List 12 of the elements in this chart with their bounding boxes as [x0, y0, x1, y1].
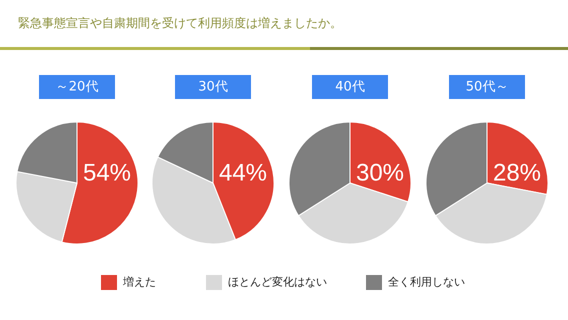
- data-label: 28%: [492, 160, 542, 186]
- legend-label: 増えた: [122, 276, 156, 288]
- data-label: 54%: [82, 160, 132, 186]
- chart-title: ～20代: [56, 80, 98, 94]
- data-label: 30%: [356, 160, 404, 186]
- text: 緊急事態宣言や自粛期間を受けて利用頻度は増えましたか。: [18, 16, 342, 30]
- chart-title: 40代: [335, 80, 365, 94]
- chart-title: 30代: [198, 80, 228, 94]
- legend-label: 全く利用しない: [388, 276, 465, 288]
- legend-label: ほとんど変化はない: [228, 276, 327, 288]
- data-label: 44%: [218, 160, 268, 186]
- chart-title: 50代～: [466, 80, 508, 94]
